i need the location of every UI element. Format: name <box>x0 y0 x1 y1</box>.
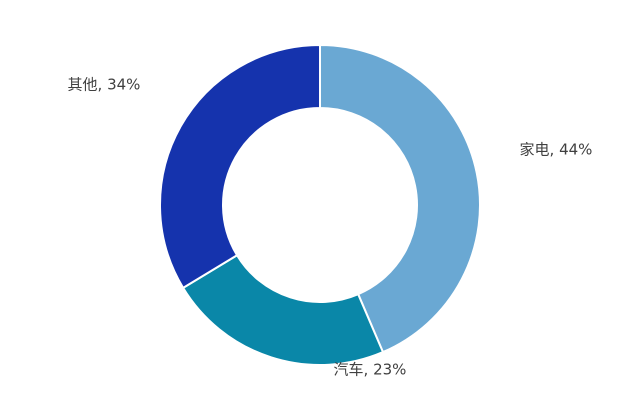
data-label: 其他, 34% <box>68 76 141 94</box>
slice <box>181 253 385 366</box>
slice <box>159 43 321 290</box>
data-label: 家电, 44% <box>520 141 593 159</box>
slice <box>319 43 481 354</box>
data-label: 汽车, 23% <box>334 361 407 379</box>
